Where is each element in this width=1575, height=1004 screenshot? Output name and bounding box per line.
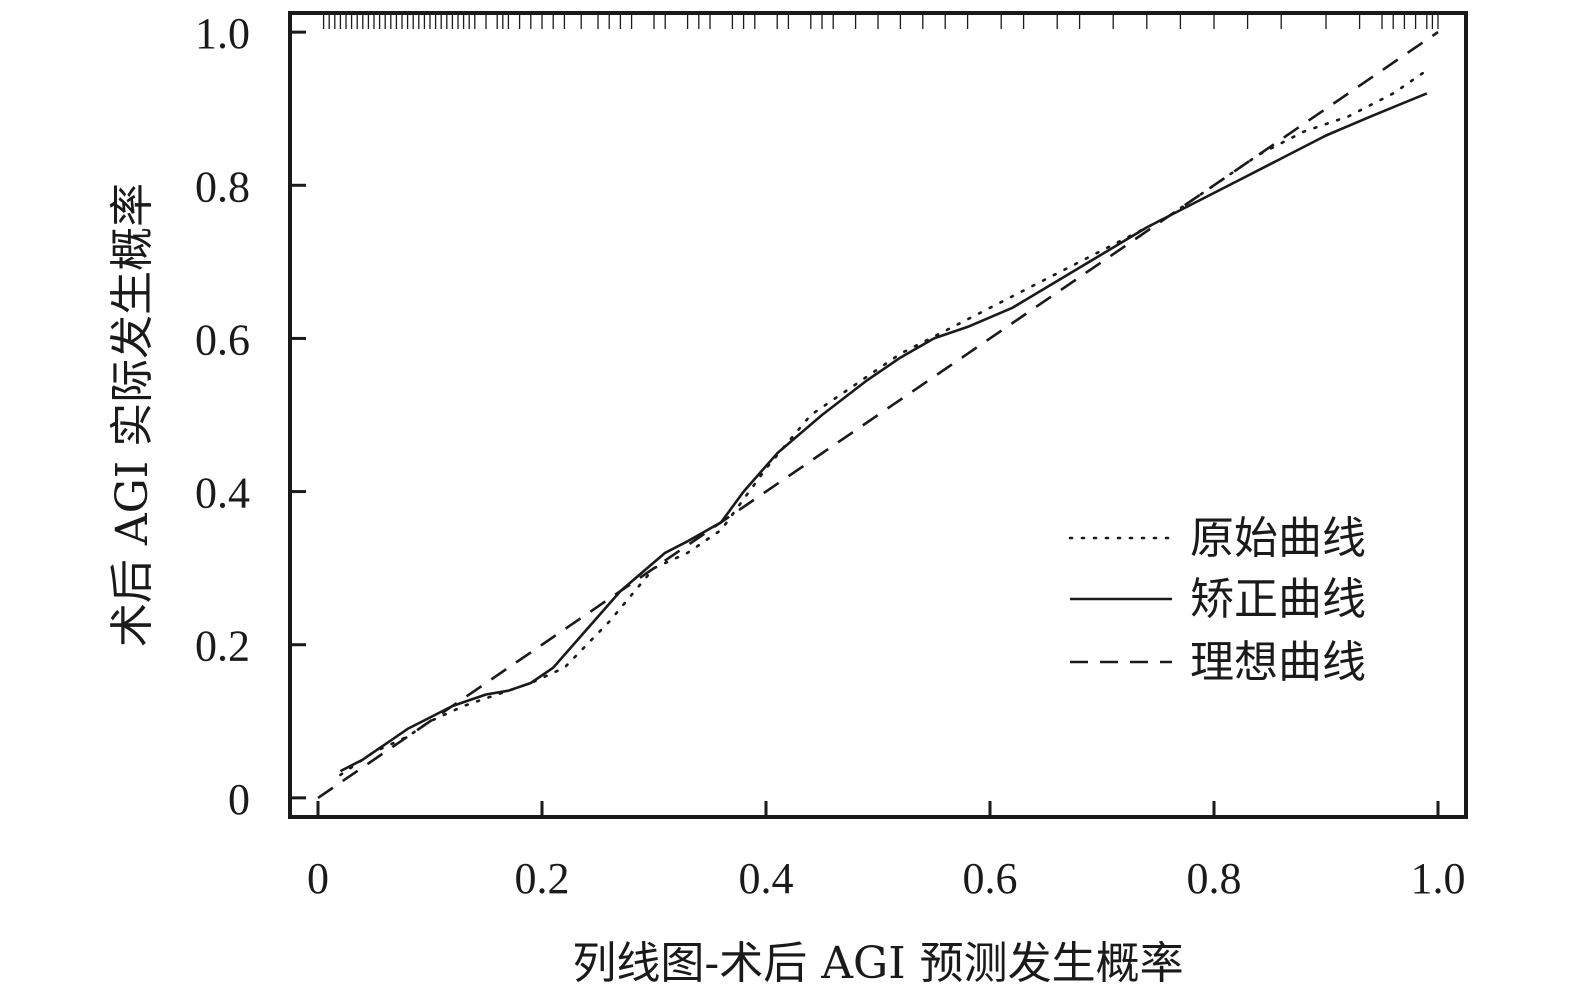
y-tick-label: 1.0	[195, 9, 250, 58]
legend-label-ideal: 理想曲线	[1190, 637, 1366, 688]
x-tick-label: 0.8	[1187, 854, 1242, 903]
y-tick-label: 0.2	[195, 622, 250, 671]
x-tick-label: 0.6	[963, 854, 1018, 903]
x-tick-label: 0	[307, 854, 329, 903]
y-tick-label: 0.6	[195, 315, 250, 364]
series-lines	[317, 31, 1439, 799]
plot-frame	[288, 11, 1468, 819]
y-tick-label: 0.8	[195, 162, 250, 211]
legend-label-original: 原始曲线	[1190, 513, 1366, 564]
axes: 0 0.2 0.4 0.6 0.8 1.0 0 0.2 0.4 0.6 0.8 1.0	[195, 9, 1466, 903]
series-line-ideal	[317, 31, 1439, 799]
y-tick-label: 0.4	[195, 469, 250, 518]
legend: 原始曲线 矫正曲线 理想曲线	[1068, 513, 1366, 688]
y-tick-label: 0	[228, 775, 250, 824]
rug-ticks	[322, 15, 1439, 29]
legend-label-corrected: 矫正曲线	[1190, 574, 1366, 625]
x-axis-title: 列线图-术后 AGI 预测发生概率	[572, 938, 1183, 989]
series-line-original	[339, 69, 1429, 777]
y-axis-title: 术后 AGI 实际发生概率	[107, 183, 158, 647]
x-tick-label: 1.0	[1411, 854, 1466, 903]
x-tick-label: 0.4	[739, 854, 794, 903]
series-line-corrected	[339, 92, 1428, 773]
x-tick-label: 0.2	[515, 854, 570, 903]
